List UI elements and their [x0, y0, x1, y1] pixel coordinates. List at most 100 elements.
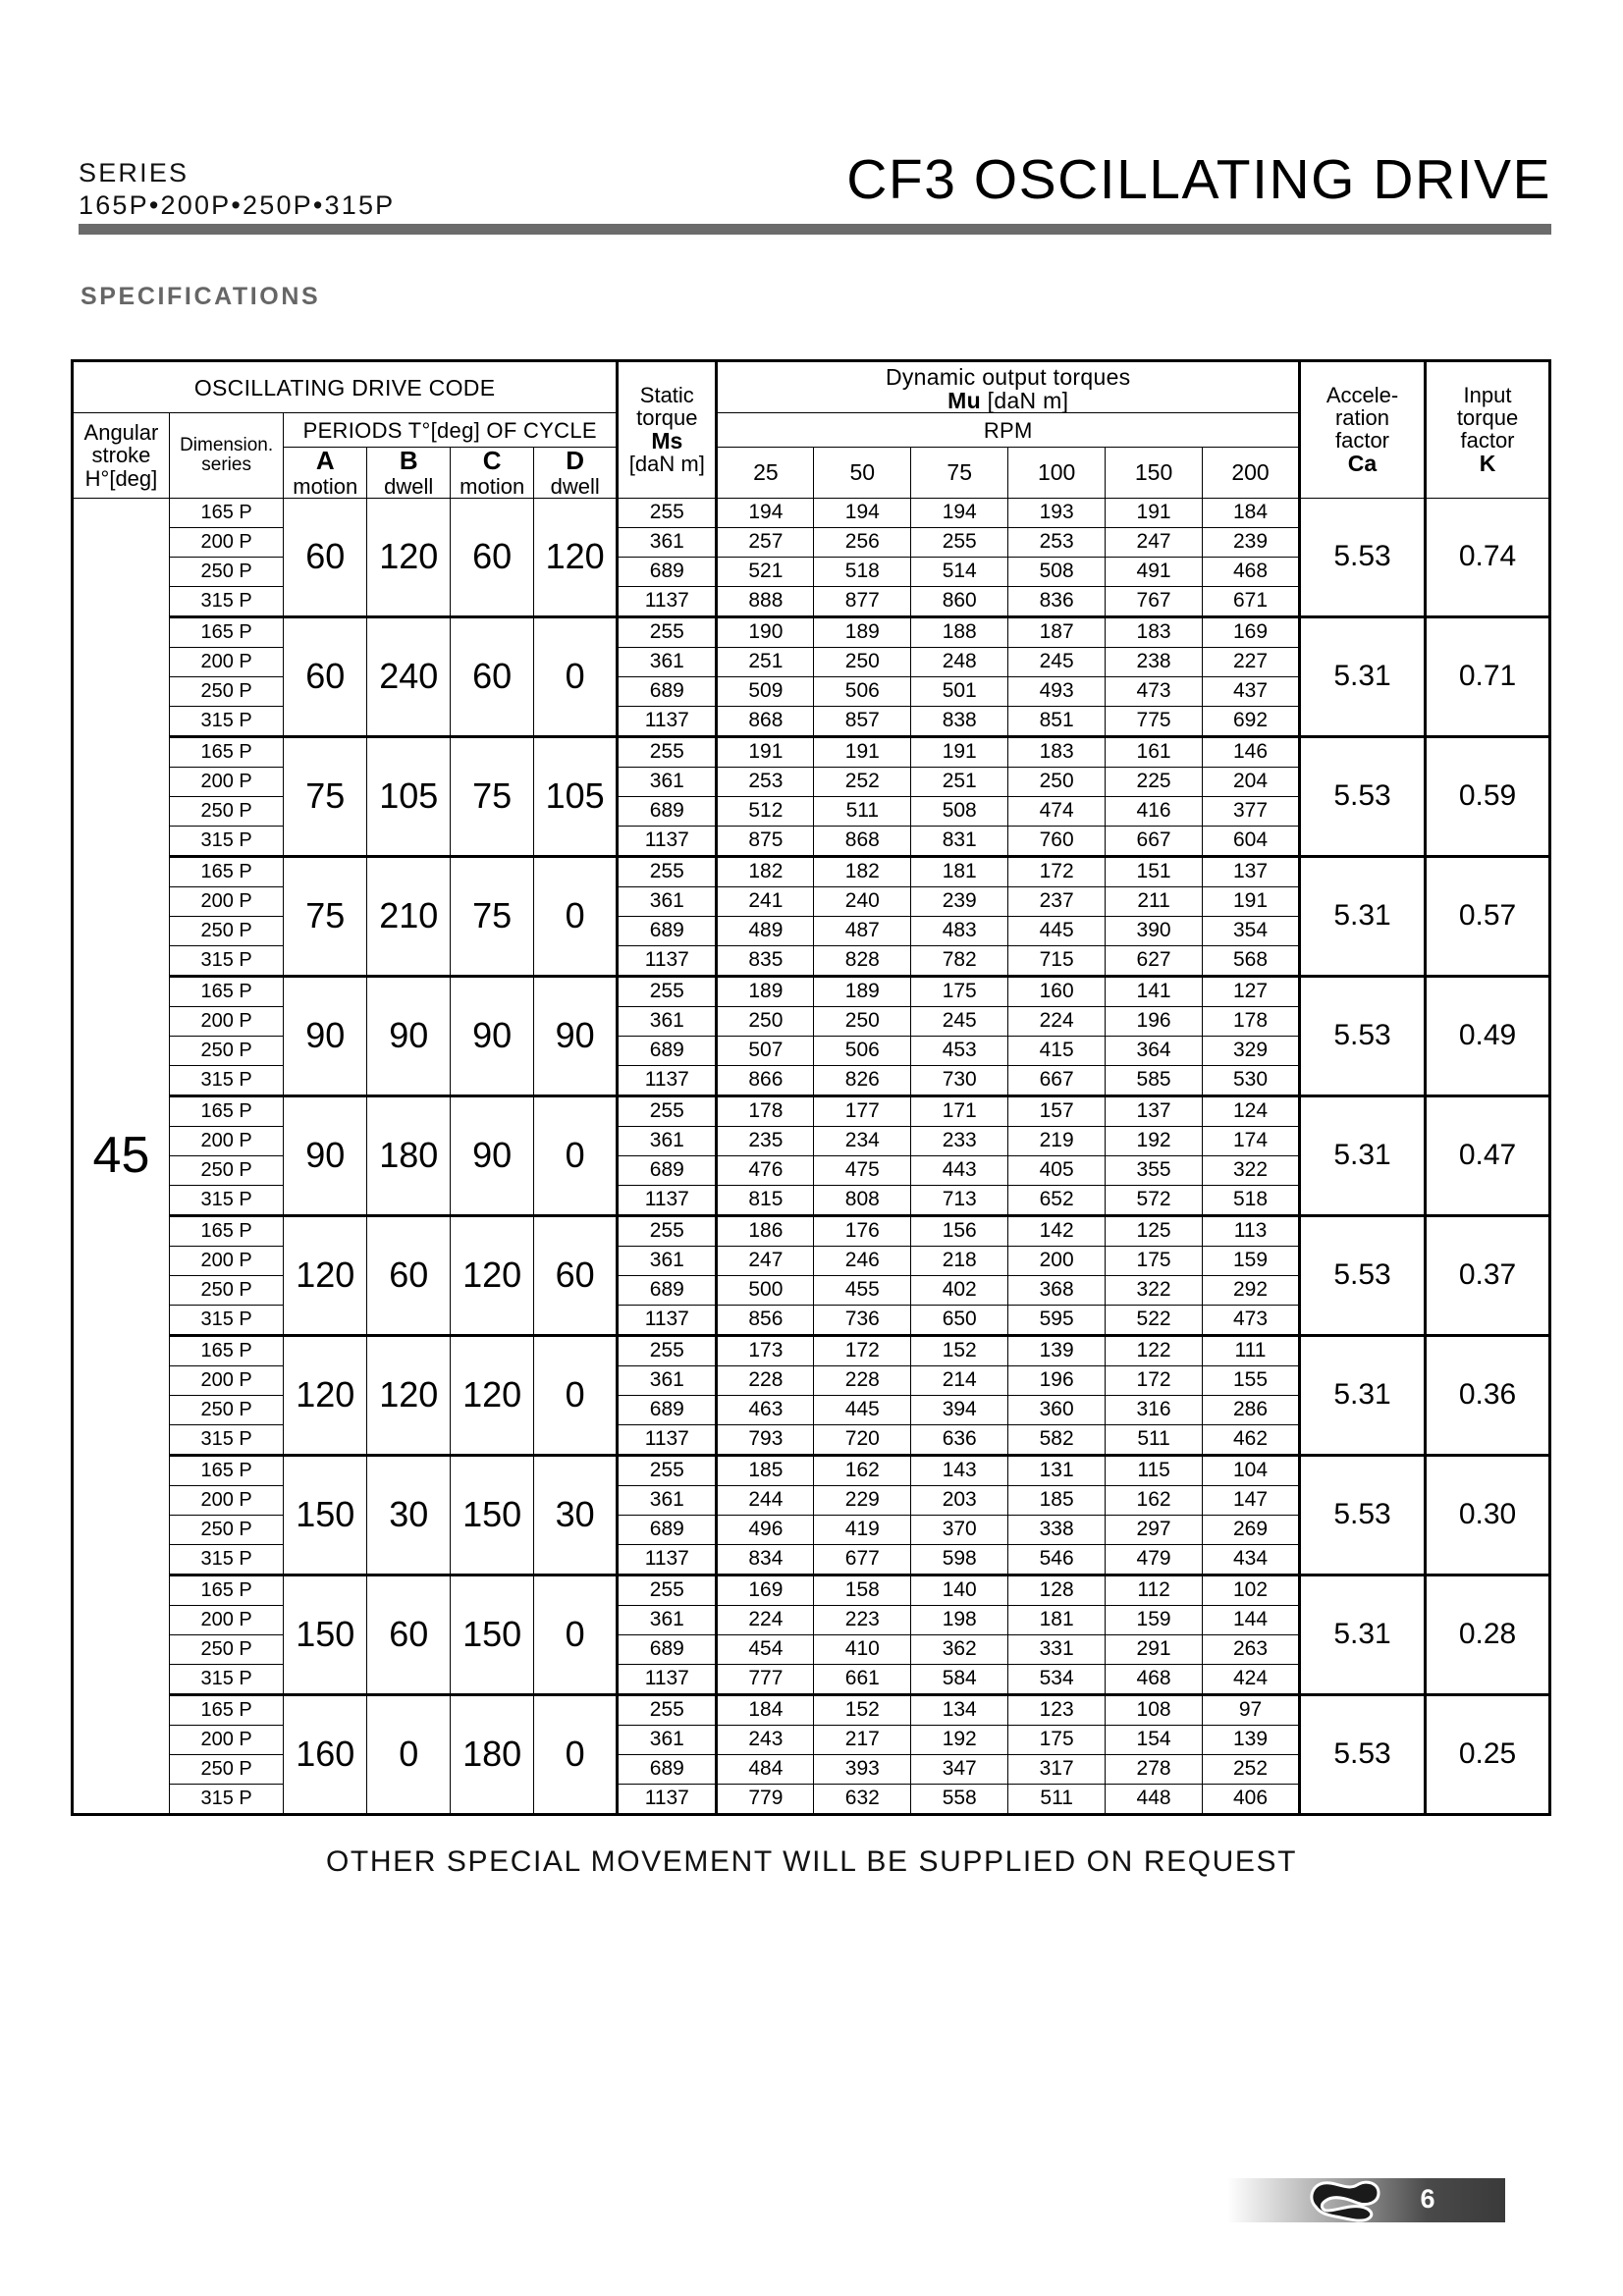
- cell-mu-rpm-150: 191: [1105, 497, 1204, 528]
- cell-dimension-series: 250 P: [168, 1274, 285, 1306]
- cell-mu-rpm-100: 160: [1007, 975, 1107, 1007]
- cell-mu-rpm-150: 151: [1105, 855, 1204, 887]
- cell-mu-rpm-200: 137: [1202, 855, 1301, 887]
- page-number: 6: [1420, 2184, 1435, 2214]
- cell-mu-rpm-75: 233: [910, 1125, 1009, 1156]
- cell-static-torque: 689: [617, 915, 719, 946]
- cell-mu-rpm-150: 211: [1105, 885, 1204, 917]
- cell-mu-rpm-25: 241: [716, 885, 815, 917]
- cell-dimension-series: 165 P: [168, 1454, 285, 1486]
- cell-static-torque: 1137: [617, 1304, 719, 1337]
- cell-dimension-series: 200 P: [168, 885, 285, 917]
- cell-dimension-series: 250 P: [168, 556, 285, 587]
- cell-static-torque: 689: [617, 795, 719, 827]
- cell-mu-rpm-25: 189: [716, 975, 815, 1007]
- table-row: 200 P 361 253 252 251 250 225 204: [73, 766, 1550, 797]
- cell-mu-rpm-50: 632: [813, 1783, 912, 1816]
- footer-note: OTHER SPECIAL MOVEMENT WILL BE SUPPLIED …: [325, 1845, 1298, 1878]
- accel-factor-symbol: Ca: [1347, 451, 1378, 477]
- cell-mu-rpm-200: 147: [1202, 1484, 1301, 1516]
- cell-mu-rpm-25: 257: [716, 526, 815, 558]
- cell-mu-rpm-75: 198: [910, 1604, 1009, 1635]
- table-row: 200 P 361 251 250 248 245 238 227: [73, 646, 1550, 677]
- cell-mu-rpm-50: 240: [813, 885, 912, 917]
- cell-mu-rpm-200: 144: [1202, 1604, 1301, 1635]
- cell-input-torque-factor: 0.57: [1425, 855, 1551, 978]
- cell-mu-rpm-75: 191: [910, 735, 1009, 768]
- cell-period-c: 90: [450, 975, 535, 1097]
- cell-mu-rpm-200: 174: [1202, 1125, 1301, 1156]
- cell-period-a: 75: [283, 735, 368, 858]
- period-b-letter: B: [399, 446, 418, 476]
- cell-period-b: 0: [366, 1693, 452, 1816]
- cell-period-b: 60: [366, 1574, 452, 1696]
- cell-mu-rpm-200: 424: [1202, 1663, 1301, 1696]
- cell-mu-rpm-25: 509: [716, 675, 815, 707]
- cell-dimension-series: 200 P: [168, 1125, 285, 1156]
- series-label: SERIES: [79, 158, 189, 187]
- cell-mu-rpm-75: 171: [910, 1095, 1009, 1127]
- cell-mu-rpm-200: 155: [1202, 1364, 1301, 1396]
- cell-mu-rpm-100: 185: [1007, 1484, 1107, 1516]
- cell-dimension-series: 165 P: [168, 1095, 285, 1127]
- cell-mu-rpm-100: 142: [1007, 1214, 1107, 1247]
- accel-factor-line1: Accele-: [1325, 383, 1399, 408]
- cell-mu-rpm-25: 779: [716, 1783, 815, 1816]
- brand-logo-icon: [1296, 2156, 1390, 2232]
- cell-mu-rpm-200: 146: [1202, 735, 1301, 768]
- angular-stroke-line3: H°[deg]: [84, 465, 158, 491]
- period-b-sub: dwell: [384, 473, 434, 499]
- cell-mu-rpm-100: 157: [1007, 1095, 1107, 1127]
- cell-mu-rpm-150: 115: [1105, 1454, 1204, 1486]
- cell-mu-rpm-100: 582: [1007, 1423, 1107, 1457]
- cell-static-torque: 689: [617, 1274, 719, 1306]
- cell-mu-rpm-75: 214: [910, 1364, 1009, 1396]
- cell-period-b: 120: [366, 1334, 452, 1457]
- cell-mu-rpm-200: 159: [1202, 1245, 1301, 1276]
- cell-mu-rpm-150: 355: [1105, 1154, 1204, 1186]
- cell-period-b: 180: [366, 1095, 452, 1217]
- cell-mu-rpm-25: 250: [716, 1005, 815, 1037]
- cell-dimension-series: 250 P: [168, 1514, 285, 1545]
- input-torque-line1: Input: [1463, 383, 1512, 408]
- cell-mu-rpm-25: 190: [716, 615, 815, 648]
- cell-mu-rpm-150: 667: [1105, 825, 1204, 858]
- cell-period-b: 210: [366, 855, 452, 978]
- cell-mu-rpm-50: 252: [813, 766, 912, 797]
- table-row: 200 P 361 228 228 214 196 172 155: [73, 1364, 1550, 1396]
- cell-dimension-series: 315 P: [168, 705, 285, 738]
- cell-mu-rpm-25: 496: [716, 1514, 815, 1545]
- cell-mu-rpm-25: 835: [716, 944, 815, 978]
- cell-static-torque: 255: [617, 615, 719, 648]
- cell-mu-rpm-25: 224: [716, 1604, 815, 1635]
- table-row: 315 P 1137 815 808 713 652 572 518: [73, 1184, 1550, 1217]
- header-period-b: B dwell: [366, 446, 452, 499]
- series-codes: 165P•200P•250P•315P: [79, 189, 396, 220]
- cell-mu-rpm-150: 125: [1105, 1214, 1204, 1247]
- cell-input-torque-factor: 0.37: [1425, 1214, 1551, 1337]
- cell-mu-rpm-100: 338: [1007, 1514, 1107, 1545]
- cell-mu-rpm-25: 507: [716, 1035, 815, 1066]
- cell-mu-rpm-50: 808: [813, 1184, 912, 1217]
- cell-input-torque-factor: 0.47: [1425, 1095, 1551, 1217]
- cell-mu-rpm-200: 184: [1202, 497, 1301, 528]
- cell-mu-rpm-100: 172: [1007, 855, 1107, 887]
- cell-static-torque: 255: [617, 855, 719, 887]
- cell-static-torque: 361: [617, 1724, 719, 1755]
- table-row: 250 P 689 500 455 402 368 322 292: [73, 1274, 1550, 1306]
- cell-mu-rpm-75: 143: [910, 1454, 1009, 1486]
- cell-dimension-series: 165 P: [168, 1334, 285, 1366]
- cell-acceleration-factor: 5.53: [1298, 1454, 1428, 1576]
- cell-mu-rpm-25: 512: [716, 795, 815, 827]
- header-rpm-75: 75: [910, 447, 1009, 499]
- table-row: 315 P 1137 875 868 831 760 667 604: [73, 825, 1550, 858]
- cell-static-torque: 255: [617, 735, 719, 768]
- header-row-group: OSCILLATING DRIVE CODE Static torque Ms …: [70, 358, 1551, 499]
- cell-mu-rpm-25: 834: [716, 1543, 815, 1576]
- table-row: 315 P 1137 834 677 598 546 479 434: [73, 1543, 1550, 1576]
- cell-mu-rpm-75: 156: [910, 1214, 1009, 1247]
- cell-mu-rpm-25: 178: [716, 1095, 815, 1127]
- angular-stroke-line1: Angular: [83, 420, 159, 446]
- accel-factor-line2: ration: [1334, 405, 1390, 431]
- cell-input-torque-factor: 0.74: [1425, 497, 1551, 618]
